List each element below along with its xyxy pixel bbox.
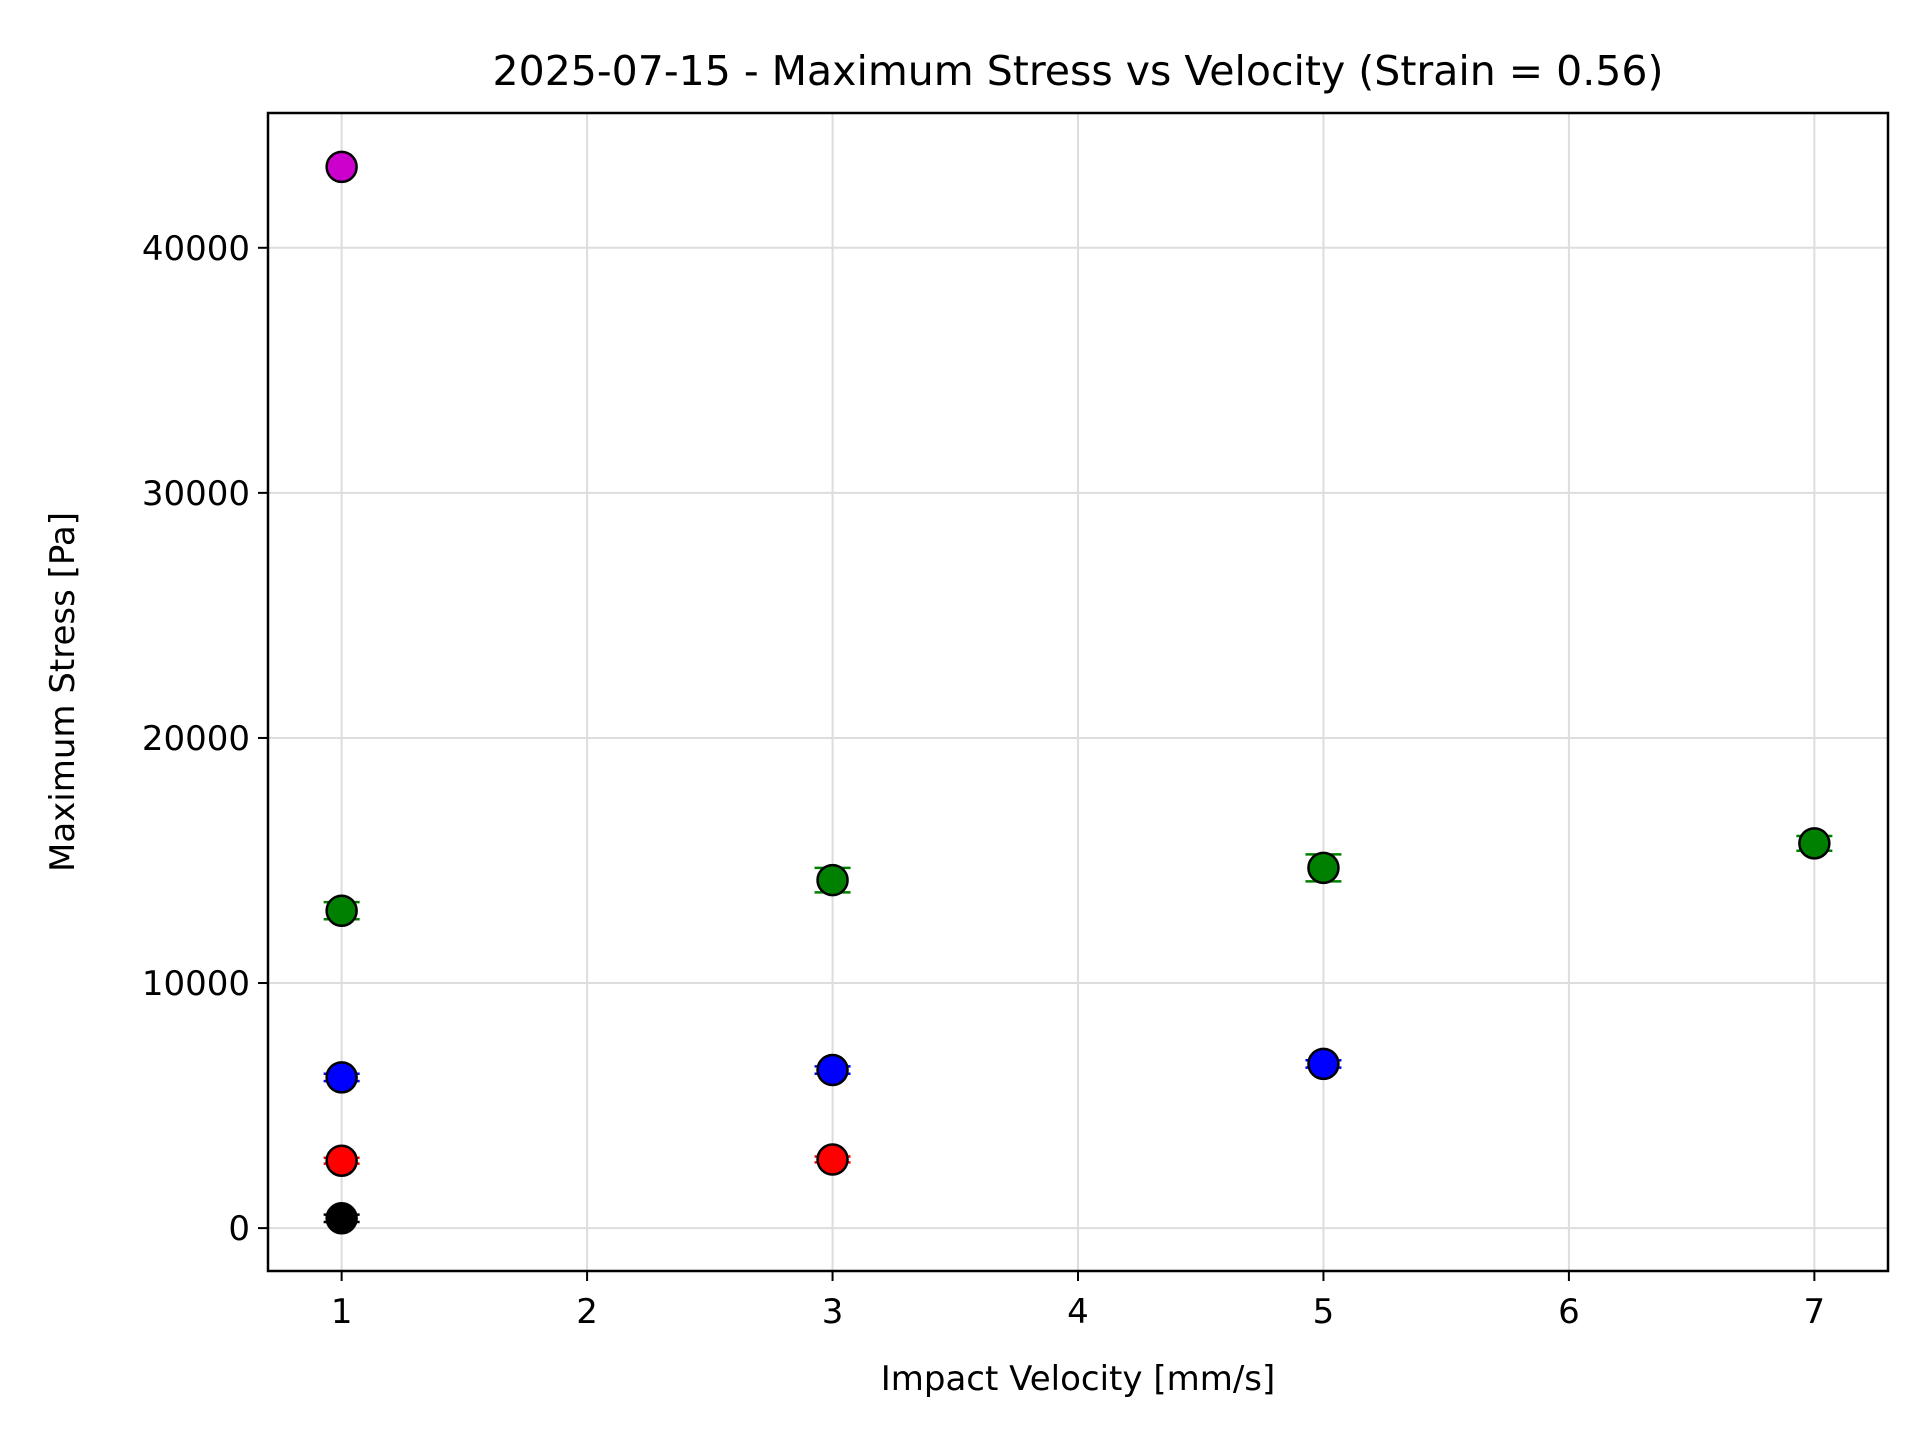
y-tick-label: 30000 <box>142 474 250 514</box>
x-tick-label: 5 <box>1313 1292 1335 1332</box>
x-tick-label: 4 <box>1067 1292 1089 1332</box>
data-point <box>816 863 849 897</box>
y-tick-label: 20000 <box>142 719 250 759</box>
tick-layer: 1 2 3 4 5 6 7 0 10000 20000 30000 40000 <box>142 229 1825 1332</box>
x-tick-label: 7 <box>1804 1292 1826 1332</box>
chart-title: 2025-07-15 - Maximum Stress vs Velocity … <box>493 47 1664 95</box>
plot-frame <box>266 111 1890 1273</box>
grid-layer <box>268 113 1888 1271</box>
x-axis-label: Impact Velocity [mm/s] <box>881 1359 1276 1399</box>
data-point <box>325 150 358 184</box>
data-point <box>325 1061 358 1094</box>
marker-layer <box>323 150 1833 1235</box>
x-tick-label: 2 <box>576 1292 598 1332</box>
data-point <box>325 1144 358 1177</box>
data-point <box>816 1143 849 1176</box>
y-tick-label: 10000 <box>142 964 250 1004</box>
data-point <box>325 894 358 927</box>
x-tick-label: 3 <box>822 1292 844 1332</box>
data-point <box>1798 827 1831 860</box>
x-tick-label: 6 <box>1558 1292 1580 1332</box>
data-point <box>1307 1047 1340 1081</box>
y-axis-label: Maximum Stress [Pa] <box>43 512 83 872</box>
y-tick-label: 40000 <box>142 229 250 269</box>
data-point <box>325 1202 358 1235</box>
x-tick-label: 1 <box>331 1292 353 1332</box>
y-tick-label: 0 <box>228 1209 250 1249</box>
data-point <box>816 1053 849 1087</box>
data-point <box>1307 851 1340 885</box>
